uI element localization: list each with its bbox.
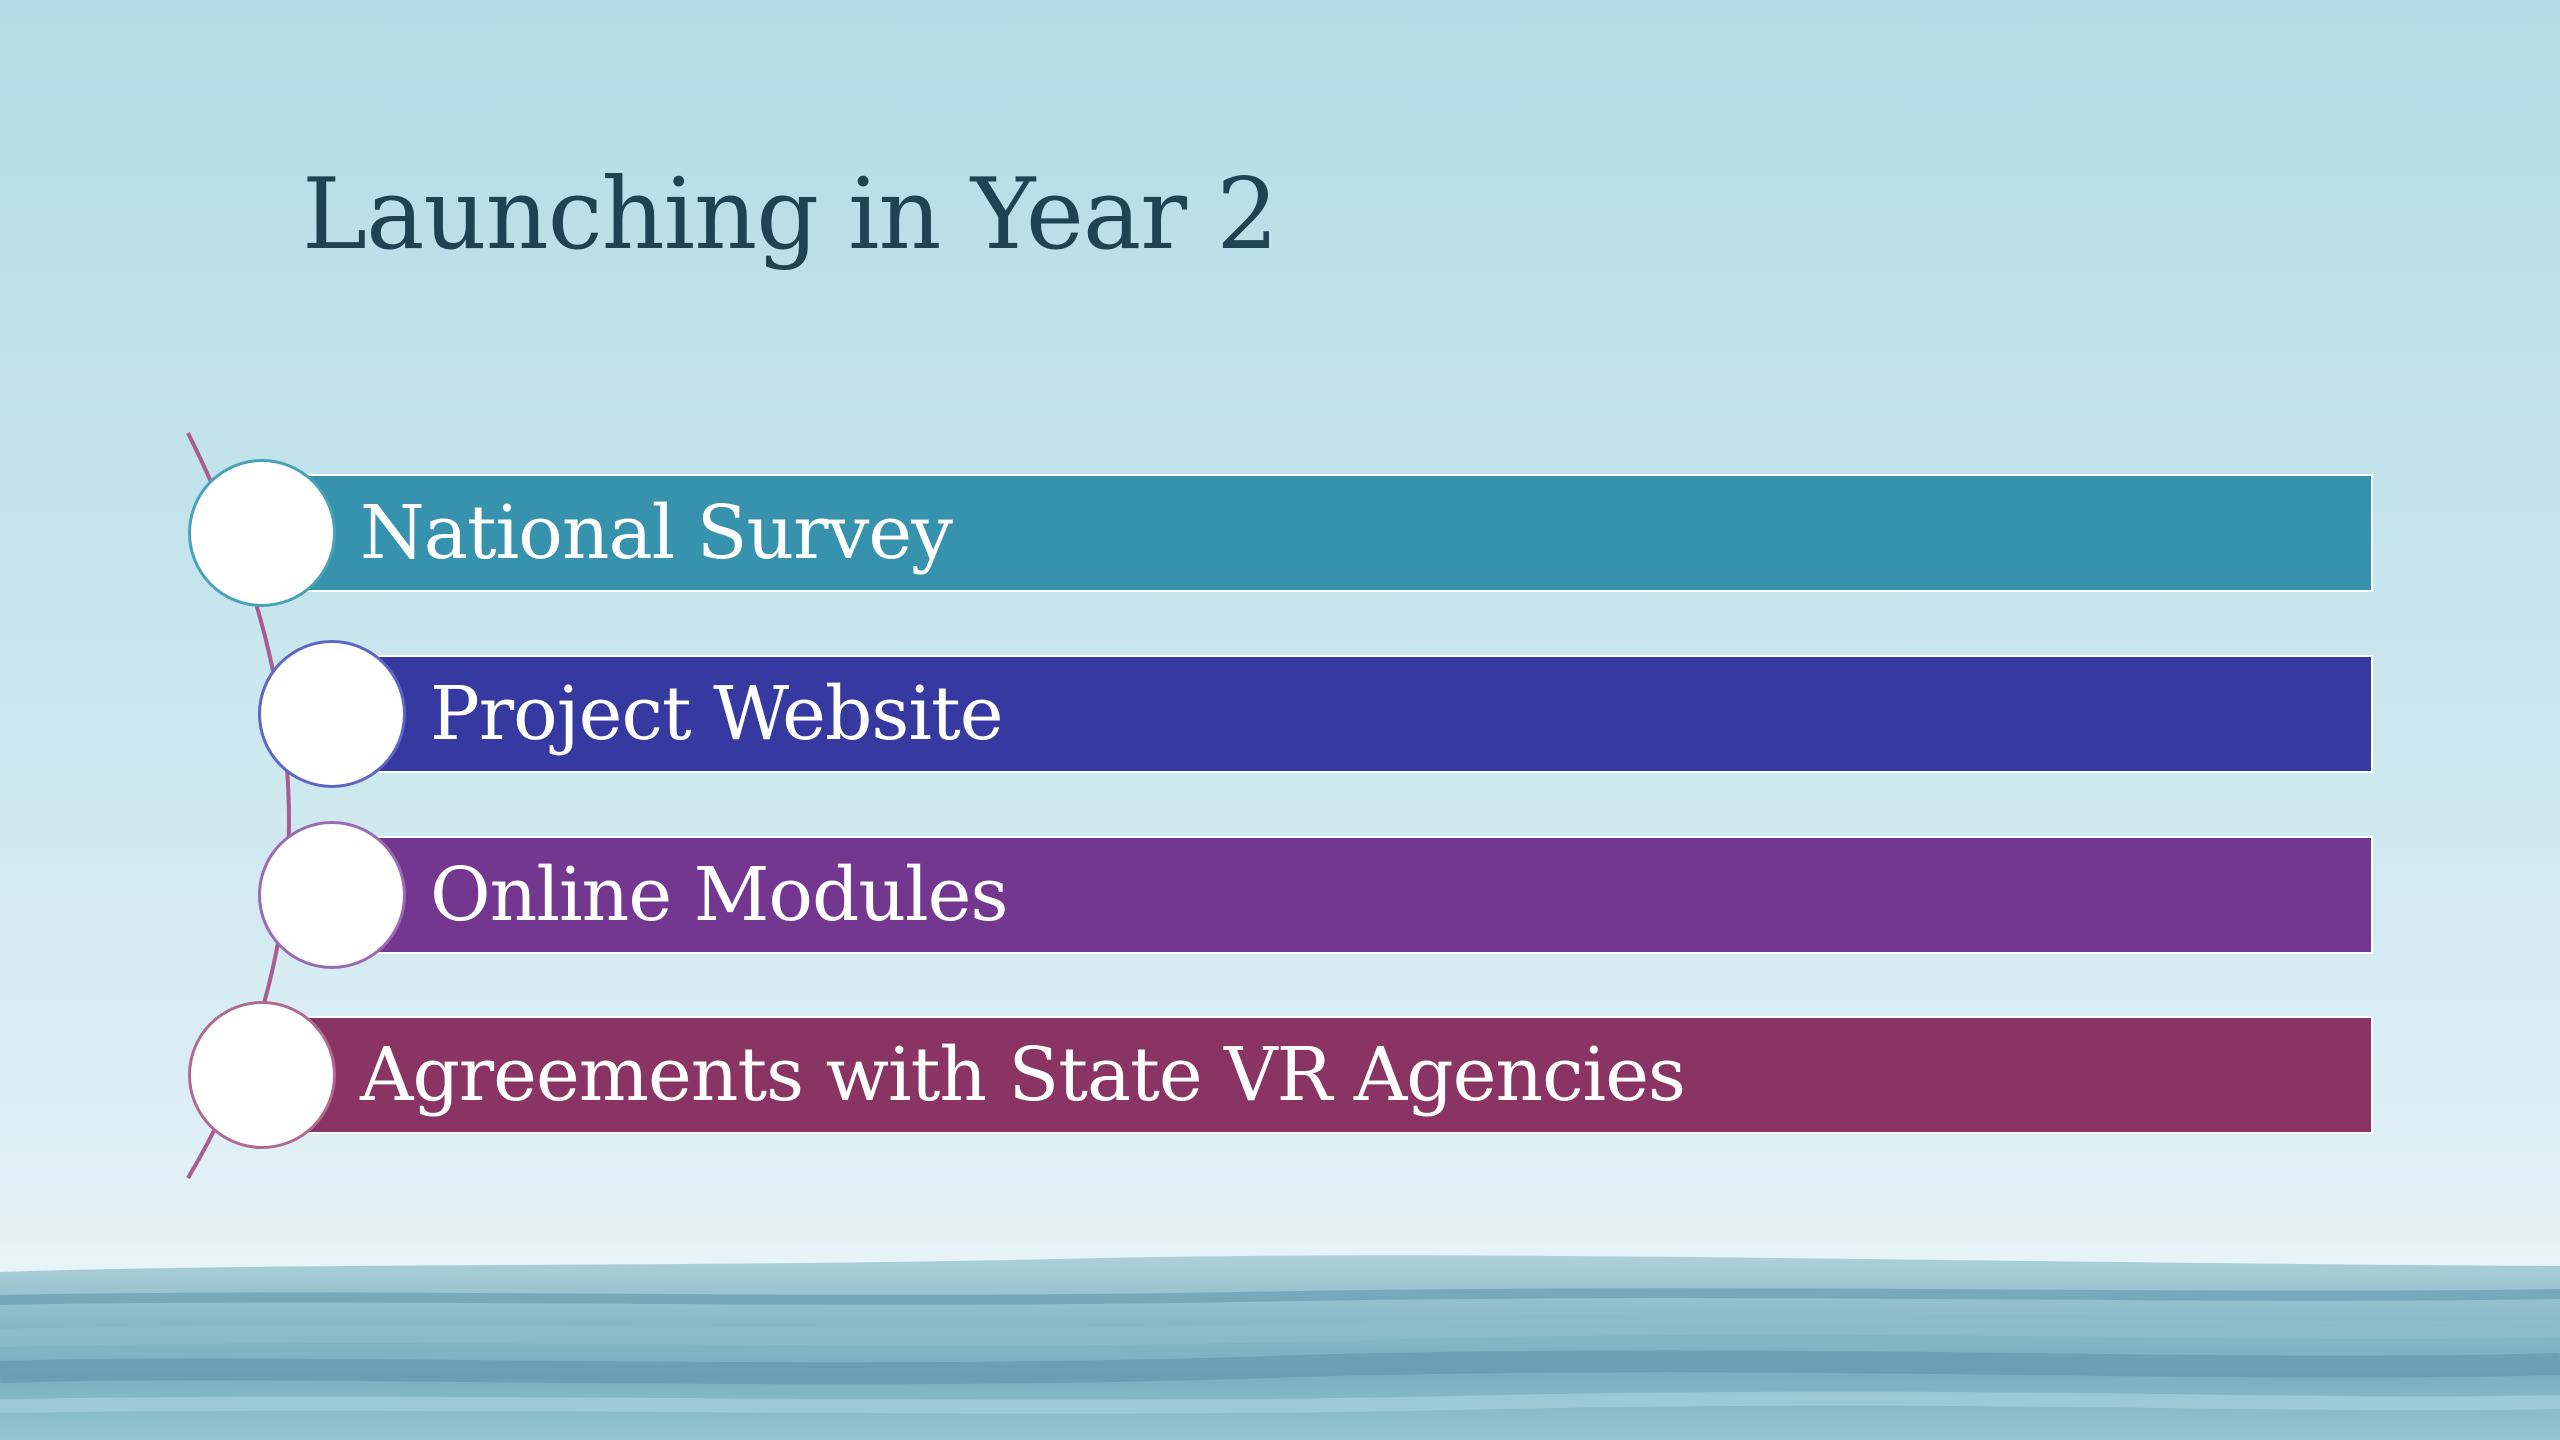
item-label-online-modules: Online Modules bbox=[430, 852, 1008, 938]
item-bar-project-website: Project Website bbox=[332, 655, 2373, 773]
slide-title: Launching in Year 2 bbox=[302, 158, 1279, 272]
item-label-project-website: Project Website bbox=[430, 671, 1004, 757]
item-label-national-survey: National Survey bbox=[360, 490, 953, 576]
timeline-node-4 bbox=[188, 1001, 336, 1149]
timeline-node-2 bbox=[258, 640, 406, 788]
item-bar-national-survey: National Survey bbox=[262, 474, 2373, 592]
timeline-node-3 bbox=[258, 821, 406, 969]
item-bar-online-modules: Online Modules bbox=[332, 836, 2373, 954]
item-bar-agreements-state-vr: Agreements with State VR Agencies bbox=[262, 1016, 2373, 1134]
item-label-agreements-state-vr: Agreements with State VR Agencies bbox=[360, 1032, 1686, 1118]
timeline-node-1 bbox=[188, 459, 336, 607]
